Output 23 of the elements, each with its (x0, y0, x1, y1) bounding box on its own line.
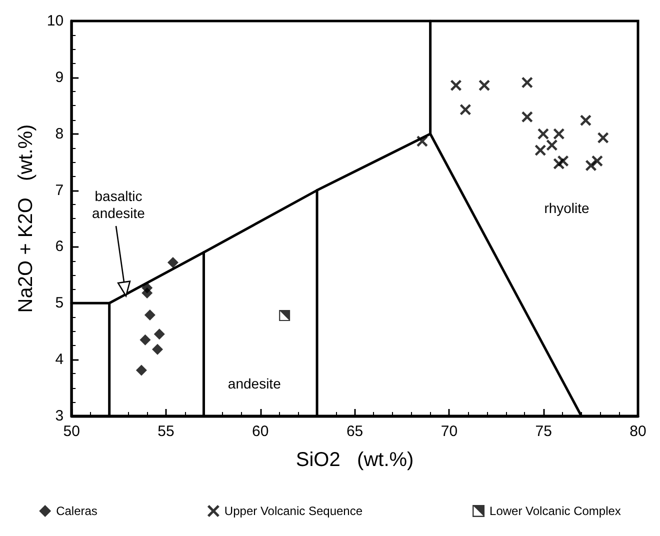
x-tick-label: 80 (630, 423, 646, 440)
legend-label: Upper Volcanic Sequence (224, 504, 363, 518)
legend-label: Caleras (56, 504, 98, 518)
x-tick-label: 75 (535, 423, 552, 440)
annotation: rhyolite (544, 200, 590, 216)
y-tick-label: 5 (55, 294, 64, 312)
annotation: andesite (228, 376, 282, 392)
y-tick-label: 4 (55, 351, 64, 368)
y-tick-label: 6 (55, 238, 64, 256)
y-tick-label: 7 (55, 182, 64, 199)
y-tick-label: 8 (55, 125, 64, 142)
x-tick-label: 60 (252, 423, 269, 440)
x-axis-title: SiO2 (wt.%) (296, 449, 414, 471)
y-axis-title: Na2O + K2O (wt.%) (15, 124, 37, 313)
y-tick-label: 3 (55, 408, 64, 424)
x-tick-label: 55 (158, 423, 174, 440)
legend-label: Lower Volcanic Complex (490, 504, 621, 518)
y-tick-label: 9 (55, 68, 64, 86)
y-tick-label: 10 (46, 12, 64, 30)
x-tick-label: 70 (440, 423, 458, 440)
annotation: basaltic andesite (92, 188, 146, 221)
x-tick-label: 65 (346, 423, 364, 440)
x-tick-label: 50 (63, 423, 80, 440)
